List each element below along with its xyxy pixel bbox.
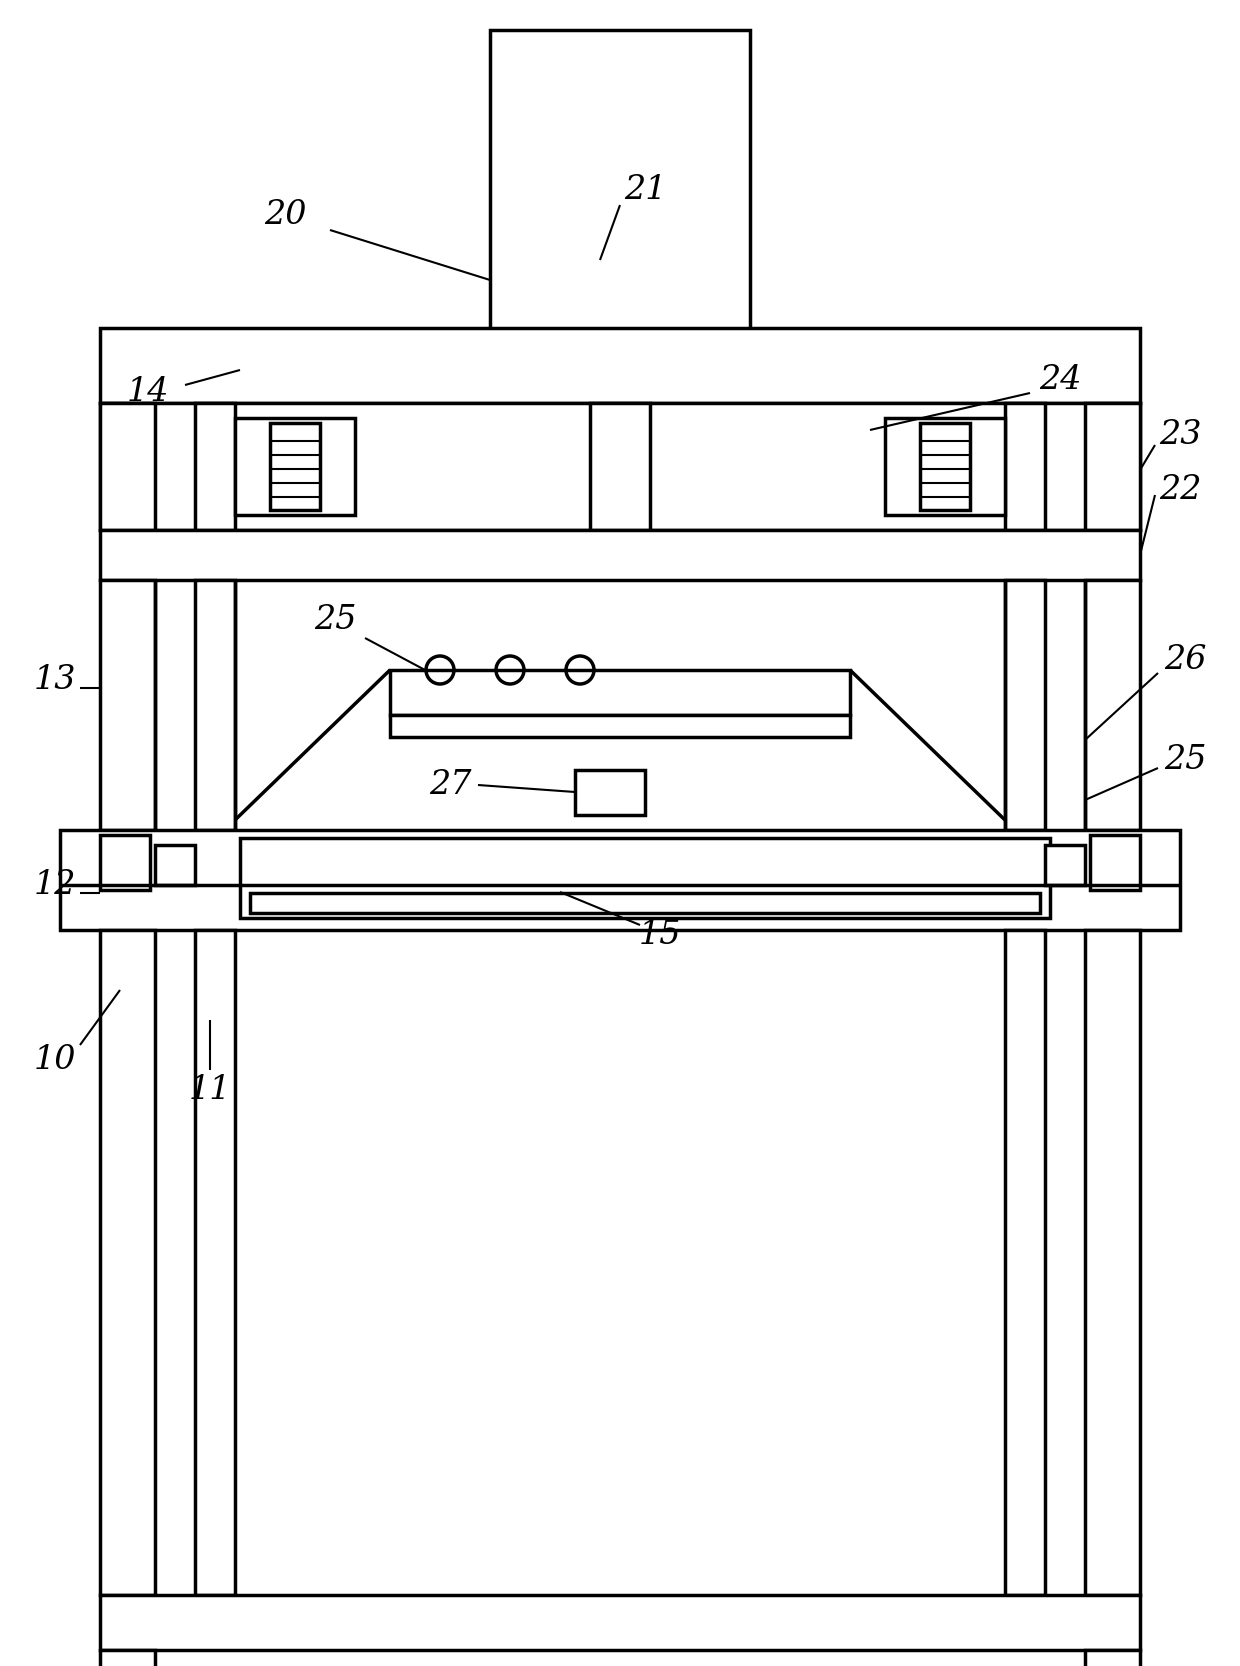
- Bar: [1085, 580, 1140, 830]
- Bar: [100, 1649, 155, 1666]
- Bar: [920, 423, 970, 510]
- Bar: [250, 893, 1040, 913]
- Bar: [195, 930, 236, 1594]
- Text: 22: 22: [1158, 475, 1202, 506]
- Bar: [100, 328, 1140, 403]
- Bar: [270, 423, 320, 510]
- Text: 25: 25: [314, 605, 356, 636]
- Text: 11: 11: [188, 1075, 231, 1106]
- Bar: [195, 580, 236, 830]
- Text: 26: 26: [1164, 645, 1207, 676]
- Bar: [590, 403, 650, 530]
- Bar: [1004, 403, 1045, 530]
- Text: 20: 20: [264, 198, 306, 232]
- Bar: [100, 530, 1140, 580]
- Bar: [1004, 930, 1045, 1594]
- Text: 24: 24: [1039, 363, 1081, 397]
- Bar: [155, 845, 195, 885]
- Text: 13: 13: [33, 665, 76, 696]
- Bar: [100, 403, 1140, 530]
- Bar: [575, 770, 645, 815]
- Bar: [100, 580, 155, 830]
- Bar: [1004, 580, 1045, 830]
- Bar: [60, 830, 1180, 930]
- Bar: [100, 930, 155, 1594]
- Text: 10: 10: [33, 1045, 76, 1076]
- Text: 25: 25: [1164, 745, 1207, 776]
- Bar: [490, 30, 750, 330]
- Bar: [885, 418, 1004, 515]
- Bar: [1085, 930, 1140, 1594]
- Bar: [1085, 403, 1140, 530]
- Text: 21: 21: [624, 173, 666, 207]
- Bar: [1045, 845, 1085, 885]
- Text: 12: 12: [33, 870, 76, 901]
- Bar: [391, 715, 849, 736]
- Text: 14: 14: [126, 377, 169, 408]
- Bar: [241, 838, 1050, 918]
- Bar: [236, 418, 355, 515]
- Text: 15: 15: [639, 920, 681, 951]
- Bar: [1085, 1649, 1140, 1666]
- Bar: [100, 1594, 1140, 1649]
- Text: 27: 27: [429, 770, 471, 801]
- Text: 23: 23: [1158, 420, 1202, 451]
- Bar: [100, 403, 155, 530]
- Bar: [1090, 835, 1140, 890]
- Bar: [195, 403, 236, 530]
- Bar: [391, 670, 849, 715]
- Bar: [100, 835, 150, 890]
